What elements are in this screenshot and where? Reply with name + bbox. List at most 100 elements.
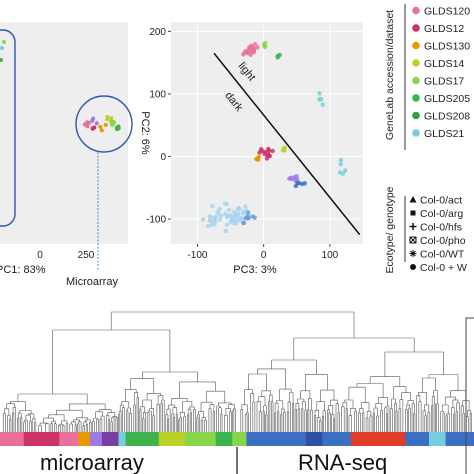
pc3-data-point: [292, 175, 297, 180]
pc3-data-point: [280, 148, 286, 153]
pc3-tick-label: -100: [187, 250, 207, 261]
light-dark-divider: [213, 52, 361, 236]
pc1-data-point: [85, 124, 90, 129]
rnaseq-cluster-outline: [0, 29, 16, 227]
color-bar-segment: [125, 432, 160, 446]
pc3-data-point: [252, 215, 257, 220]
pc3-data-point: [296, 180, 302, 186]
dataset-legend-swatch: [412, 6, 420, 15]
pc3-data-point: [213, 215, 218, 220]
pc1-data-point: [105, 115, 110, 119]
color-bar-segment: [23, 432, 60, 446]
pc3-data-point: [208, 218, 213, 223]
genotype-symbol-square: [410, 210, 416, 216]
pc1-plot-background: [0, 22, 128, 244]
color-bar-segment: [184, 432, 217, 446]
color-bar-segment: [246, 432, 307, 446]
pc1-tick-label: 250: [78, 250, 95, 261]
genotype-symbol-triangle: [409, 196, 417, 203]
pc3-data-point: [250, 48, 256, 54]
dataset-legend: GeneLab accession/dataset GLDS120GLDS12G…: [384, 4, 470, 150]
pc3-data-point: [259, 147, 264, 152]
pc3-data-point: [240, 210, 246, 215]
pc3-data-point: [223, 228, 228, 234]
pc3-data-point: [217, 206, 222, 212]
color-bar-segment: [118, 432, 127, 446]
pc3-ticks: -100 0 100 200 100 0 -100: [146, 27, 339, 261]
genotype-symbol-boxx: [409, 236, 417, 244]
color-bar-segment: [59, 432, 79, 446]
pc2-tick-label: 0: [160, 152, 166, 163]
pc1-data-point: [2, 40, 6, 44]
dataset-legend-label: GLDS130: [424, 41, 470, 53]
pc3-data-point: [205, 223, 211, 229]
color-bar-segment: [232, 432, 248, 446]
genotype-legend: Ecotype/ genotype Col-0/actCol-0/argCol-…: [384, 186, 467, 274]
genotype-legend-label: Col-0 + W: [420, 262, 467, 274]
dataset-legend-swatch: [412, 24, 420, 32]
pc2-y-axis-label: PC2: 6%: [139, 111, 151, 155]
pc3-data-point: [266, 149, 271, 154]
microarray-annotation: Microarray: [66, 276, 118, 288]
pc3-data-point: [231, 220, 236, 226]
pc3-data-point: [252, 42, 258, 47]
color-bar-segment: [350, 432, 406, 446]
microarray-group-label: microarray: [40, 450, 144, 474]
pc1-data-point: [110, 122, 115, 127]
pc3-data-point: [254, 156, 259, 162]
genotype-legend-label: Col-0/hfs: [420, 222, 462, 234]
pc3-data-point: [255, 45, 260, 50]
pc3-data-point: [275, 53, 280, 59]
pc3-plot-background: [171, 22, 363, 244]
pc3-data-point: [257, 150, 262, 155]
pc3-data-point: [264, 156, 270, 161]
genotype-symbol-circle: [410, 264, 416, 270]
pc3-data-point: [320, 102, 325, 107]
pc3-data-point: [246, 215, 251, 221]
pc3-points: [200, 40, 348, 234]
pc3-data-point: [218, 213, 224, 219]
pc3-data-point: [222, 211, 228, 217]
pc3-data-point: [237, 206, 242, 211]
pc3-data-point: [293, 183, 298, 189]
color-bar-segment: [215, 432, 233, 446]
color-bar-segment: [428, 432, 447, 446]
pc3-data-point: [302, 181, 307, 186]
pc3-data-point: [225, 215, 230, 220]
genotype-legend-title: Ecotype/ genotype: [384, 186, 396, 273]
genotype-legend-label: Col-0/act: [420, 195, 462, 207]
color-bar-segment: [405, 432, 430, 446]
dendrogram-panel: microarray RNA-seq: [0, 311, 474, 474]
dataset-legend-label: GLDS120: [424, 6, 470, 18]
pc3-data-point: [317, 91, 322, 96]
genotype-symbol-star: [409, 250, 417, 257]
dataset-legend-swatch: [412, 111, 420, 120]
color-bar-segment: [101, 432, 120, 446]
sample-color-bar: [0, 432, 474, 446]
dataset-legend-label: GLDS12: [424, 23, 464, 35]
microarray-cluster-outline: [75, 95, 133, 153]
genotype-symbol-plus: [409, 223, 417, 230]
color-bar-segment: [445, 432, 474, 446]
genotype-legend-label: Col-0/WT: [420, 249, 465, 261]
dendrogram-branches: [2, 311, 472, 432]
pc3-data-point: [243, 204, 248, 209]
pc3-data-point: [212, 219, 217, 224]
pc3-data-point: [217, 217, 223, 222]
pc2-tick-label: -100: [146, 214, 166, 225]
pc1-data-point: [91, 116, 96, 121]
pc3-data-point: [238, 215, 244, 221]
color-bar-segment: [305, 432, 323, 446]
pc3-data-point: [236, 211, 241, 216]
pc3-data-point: [210, 204, 215, 209]
pc3-data-point: [232, 214, 238, 219]
pc2-tick-label: 100: [149, 89, 166, 100]
pc3-data-point: [317, 97, 322, 102]
color-bar-segment: [78, 432, 91, 446]
dataset-legend-label: GLDS14: [424, 58, 464, 70]
pc1-data-point: [0, 46, 4, 50]
dataset-legend-label: GLDS205: [424, 93, 470, 105]
